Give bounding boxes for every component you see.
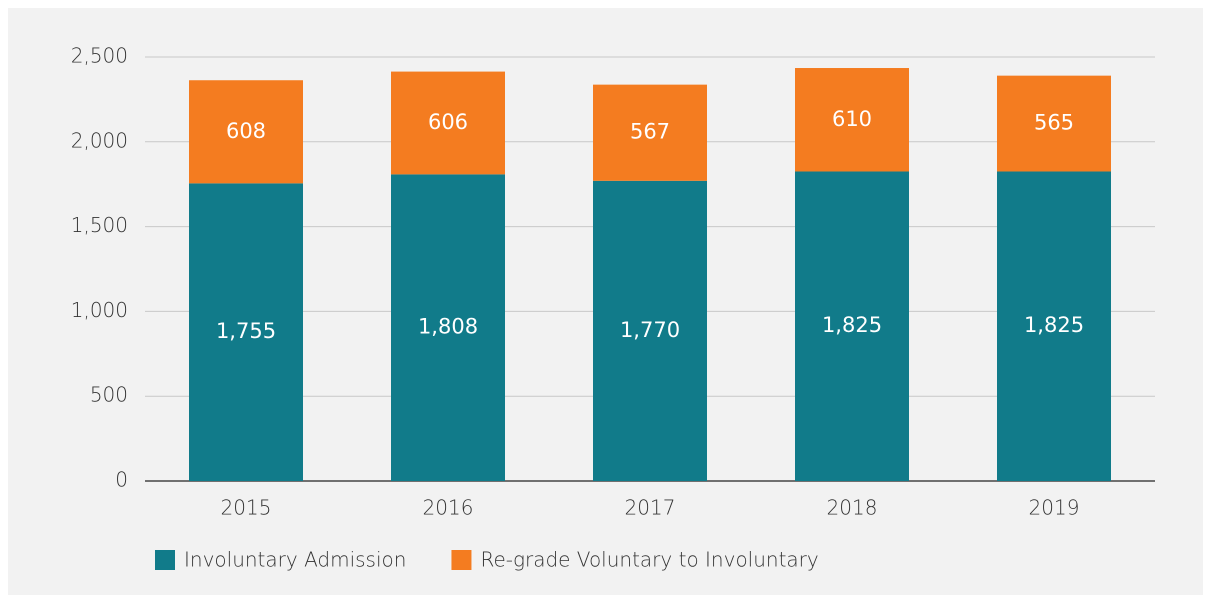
bar-segment bbox=[189, 183, 303, 482]
x-tick-label: 2016 bbox=[423, 496, 474, 520]
bar-segment bbox=[391, 71, 505, 175]
bar-segment bbox=[795, 171, 909, 482]
x-tick-label: 2019 bbox=[1029, 496, 1080, 520]
data-label: 1,825 bbox=[1024, 313, 1084, 337]
y-tick-label: 1,500 bbox=[71, 213, 128, 237]
bar-segment bbox=[997, 171, 1111, 482]
data-label: 1,755 bbox=[216, 319, 276, 343]
bar-segment bbox=[391, 174, 505, 481]
y-tick-label: 2,500 bbox=[71, 44, 128, 68]
data-label: 610 bbox=[832, 107, 872, 131]
y-tick-label: 2,000 bbox=[71, 128, 128, 152]
data-label: 1,825 bbox=[822, 313, 882, 337]
data-label: 1,808 bbox=[418, 315, 478, 339]
data-label: 567 bbox=[630, 120, 670, 144]
x-tick-label: 2015 bbox=[221, 496, 272, 520]
legend-swatch bbox=[451, 550, 472, 570]
bar-segment bbox=[997, 75, 1111, 172]
data-label: 565 bbox=[1034, 111, 1074, 135]
x-tick-label: 2017 bbox=[625, 496, 676, 520]
bar-segment bbox=[189, 80, 303, 184]
data-label: 608 bbox=[226, 119, 266, 143]
bar-segment bbox=[593, 180, 707, 482]
legend-label: Involuntary Admission bbox=[184, 548, 406, 572]
bar-segment bbox=[795, 68, 909, 172]
data-label: 1,770 bbox=[620, 318, 680, 342]
legend-swatch bbox=[155, 550, 175, 570]
data-label: 606 bbox=[428, 110, 468, 134]
y-tick-label: 0 bbox=[115, 468, 128, 492]
legend-label: Re-grade Voluntary to Involuntary bbox=[480, 548, 818, 572]
x-tick-label: 2018 bbox=[827, 496, 878, 520]
y-tick-label: 500 bbox=[90, 383, 128, 407]
y-tick-label: 1,000 bbox=[71, 298, 128, 322]
bar-segment bbox=[593, 84, 707, 181]
